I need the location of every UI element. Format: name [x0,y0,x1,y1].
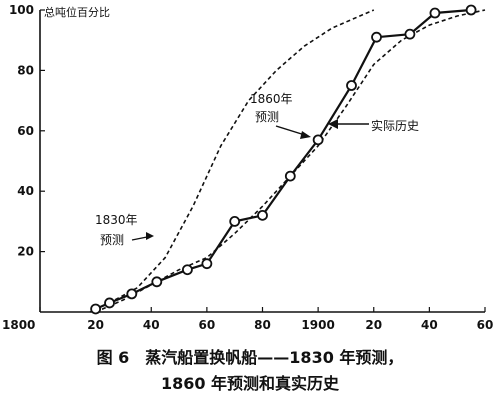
annotation-arrowhead-actual [328,119,338,129]
x-tick-label: 60 [199,318,216,332]
chart: 总吨位百分比 20 40 60 80 100 1800 20 40 60 80 1900 20 40 60 … [2,3,493,332]
caption-line-2: 1860 年预测和真实历史 [160,374,340,393]
y-tick-label: 80 [17,63,34,77]
x-tick-label: 1800 [2,318,35,332]
series-markers [90,4,477,315]
y-tick-label: 20 [17,245,34,259]
x-tick-label: 20 [87,318,104,332]
series-line-2 [95,9,486,313]
annotation-1830-forecast-line1: 1830年 [95,213,138,227]
series-lines [89,8,486,313]
data-point [404,28,416,40]
data-point [465,4,477,16]
data-point [201,258,213,270]
annotation-arrowhead-1860 [300,131,311,139]
data-point [126,288,138,300]
series-line-1 [89,9,375,313]
annotation-arrowhead-1830 [146,232,154,240]
data-point [346,80,357,91]
y-tick-label: 40 [17,184,34,198]
annotation-actual-history: 实际历史 [371,118,419,133]
y-tick-label: 100 [9,3,34,17]
data-point [429,7,441,19]
x-tick-label: 1900 [301,318,334,332]
y-tick-label: 60 [17,124,34,138]
data-point [151,276,163,288]
data-point [182,264,193,276]
annotation-1830-forecast-line2: 预测 [100,233,124,247]
x-tick-label: 20 [365,318,382,332]
tick-labels: 总吨位百分比 20 40 60 80 100 1800 20 40 60 80 1900 20 40 60 [2,3,493,332]
data-point [371,31,382,43]
x-tick-label: 40 [143,318,160,332]
data-point [229,215,241,227]
figure-caption: 图 6 蒸汽船置换帆船——1830 年预测， 1860 年预测和真实历史 [0,345,500,397]
x-tick-label: 40 [421,318,438,332]
axes [39,9,486,313]
caption-line-1: 图 6 蒸汽船置换帆船——1830 年预测， [96,348,404,367]
annotation-1860-forecast-line1: 1860年 [250,92,293,106]
x-tick-label: 80 [254,318,271,332]
data-point [284,170,296,182]
series-line-0 [95,8,472,311]
y-axis-label: 总吨位百分比 [44,5,110,19]
data-point [312,134,324,146]
x-tick-label: 60 [477,318,494,332]
annotation-1860-forecast-line2: 预测 [255,110,279,124]
data-point [104,297,115,309]
data-point [257,209,268,221]
data-point [90,303,102,315]
